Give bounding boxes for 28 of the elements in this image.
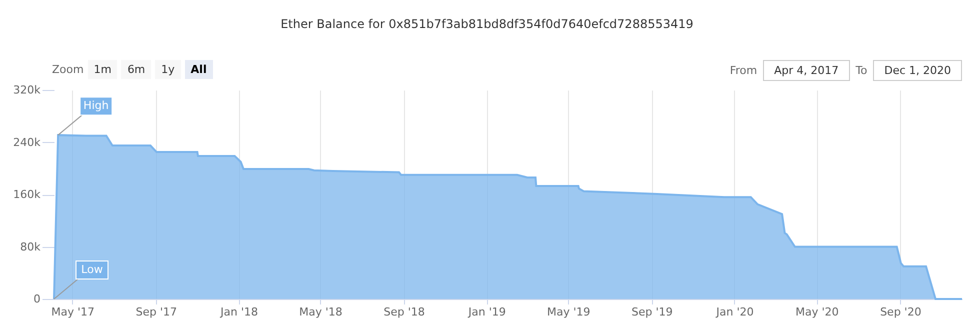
annotation: Low (81, 263, 103, 276)
x-tick-label: Sep '20 (880, 306, 922, 318)
text: From (730, 64, 758, 77)
date-field: Apr 4, 2017 (763, 60, 850, 81)
x-tick-label: Sep '17 (136, 306, 177, 318)
zoom-button: All (184, 60, 213, 79)
x-tick-label: Sep '19 (632, 306, 673, 318)
x-tick-label: Jan '18 (219, 306, 258, 318)
text: Zoom (52, 63, 84, 76)
y-tick-label: 320k (13, 84, 42, 96)
zoom-button: 1m (88, 60, 118, 79)
x-tick-label: Sep '18 (384, 306, 425, 318)
chart-title: Ether Balance for 0x851b7f3ab81bd8df354f0d7640efcd7288553419 (280, 17, 694, 31)
x-tick-label: May '17 (51, 306, 94, 318)
x-tick-label: May '19 (546, 306, 590, 318)
x-tick-label: Jan '20 (715, 306, 754, 318)
x-tick-label: May '20 (796, 306, 839, 318)
y-tick-label: 0 (34, 292, 40, 306)
annotation: High (83, 99, 109, 112)
y-tick-label: 240k (13, 136, 42, 149)
date-field: Dec 1, 2020 (873, 60, 962, 81)
text: To (856, 64, 868, 77)
zoom-button: 6m (121, 60, 152, 79)
zoom-button: 1y (155, 60, 181, 79)
y-tick-label: 160k (13, 188, 42, 201)
x-tick-label: May '18 (299, 306, 342, 318)
y-tick-label: 80k (20, 240, 42, 254)
x-tick-label: Jan '19 (467, 306, 506, 318)
